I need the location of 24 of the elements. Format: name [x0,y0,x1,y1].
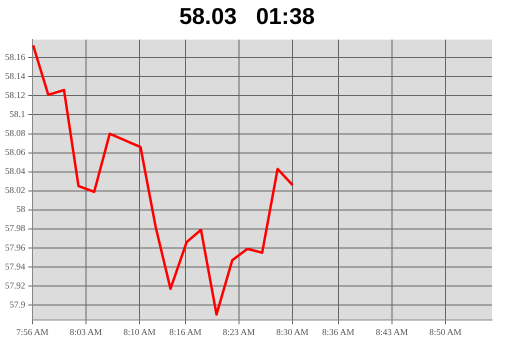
y-tick-label: 57.96 [5,242,26,252]
x-tick-label: 8:03 AM [70,326,102,337]
y-tick-label: 58.02 [5,185,26,196]
x-tick-label: 8:43 AM [376,326,408,337]
y-tick-label: 58.04 [5,166,26,176]
x-tick-label: 7:56 AM [16,326,49,337]
chart-title: 58.03 01:38 [179,3,315,30]
y-tick-label: 57.9 [10,299,26,310]
x-tick-label: 8:10 AM [123,326,156,337]
x-tick-label: 8:23 AM [222,326,255,337]
y-tick-label: 58.06 [5,147,26,158]
x-tick-label: 8:36 AM [322,326,354,337]
y-tick-label: 57.98 [5,223,26,234]
y-tick-label: 58 [16,204,26,214]
x-tick-label: 8:16 AM [169,326,202,337]
y-tick-label: 58.16 [5,52,26,62]
x-tick-label: 8:50 AM [429,326,462,337]
y-tick-label: 58.08 [5,128,26,138]
y-tick-label: 57.94 [5,261,26,272]
y-tick-label: 58.14 [5,71,26,82]
y-tick-label: 58.12 [5,90,26,100]
x-tick-label: 8:30 AM [276,326,309,337]
y-tick-label: 57.92 [5,280,26,290]
y-tick-label: 58.1 [10,109,26,120]
